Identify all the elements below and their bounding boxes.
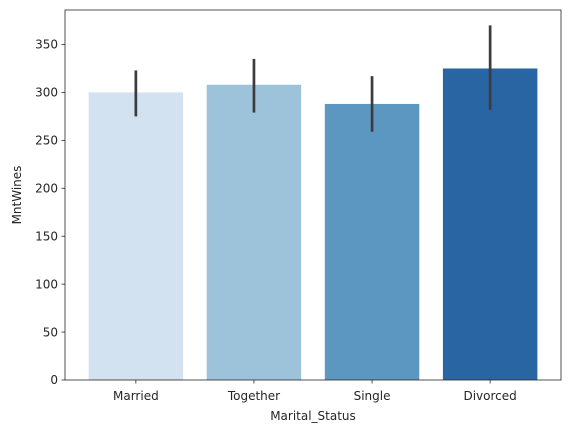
y-tick-label: 50 — [43, 325, 58, 339]
y-tick-label: 250 — [35, 134, 58, 148]
x-axis: Married Together Single Divorced — [113, 380, 517, 403]
bar-single — [324, 103, 420, 381]
x-tick-label: Together — [227, 389, 280, 403]
x-tick-label: Single — [354, 389, 391, 403]
y-axis: 0 50 100 150 200 250 300 350 — [35, 38, 65, 387]
bar-together — [206, 84, 302, 380]
bars — [88, 68, 538, 381]
x-tick-label: Divorced — [463, 389, 516, 403]
x-axis-label: Marital_Status — [270, 409, 356, 423]
y-axis-label: MntWines — [10, 166, 24, 225]
y-tick-label: 300 — [35, 86, 58, 100]
y-tick-label: 200 — [35, 181, 58, 195]
bar-divorced — [442, 68, 538, 381]
error-bars — [134, 25, 492, 132]
y-tick-label: 100 — [35, 277, 58, 291]
bar-married — [88, 92, 184, 380]
y-tick-label: 350 — [35, 38, 58, 52]
y-tick-label: 0 — [50, 373, 58, 387]
x-tick-label: Married — [113, 389, 159, 403]
y-tick-label: 150 — [35, 229, 58, 243]
plot-frame — [64, 9, 562, 381]
